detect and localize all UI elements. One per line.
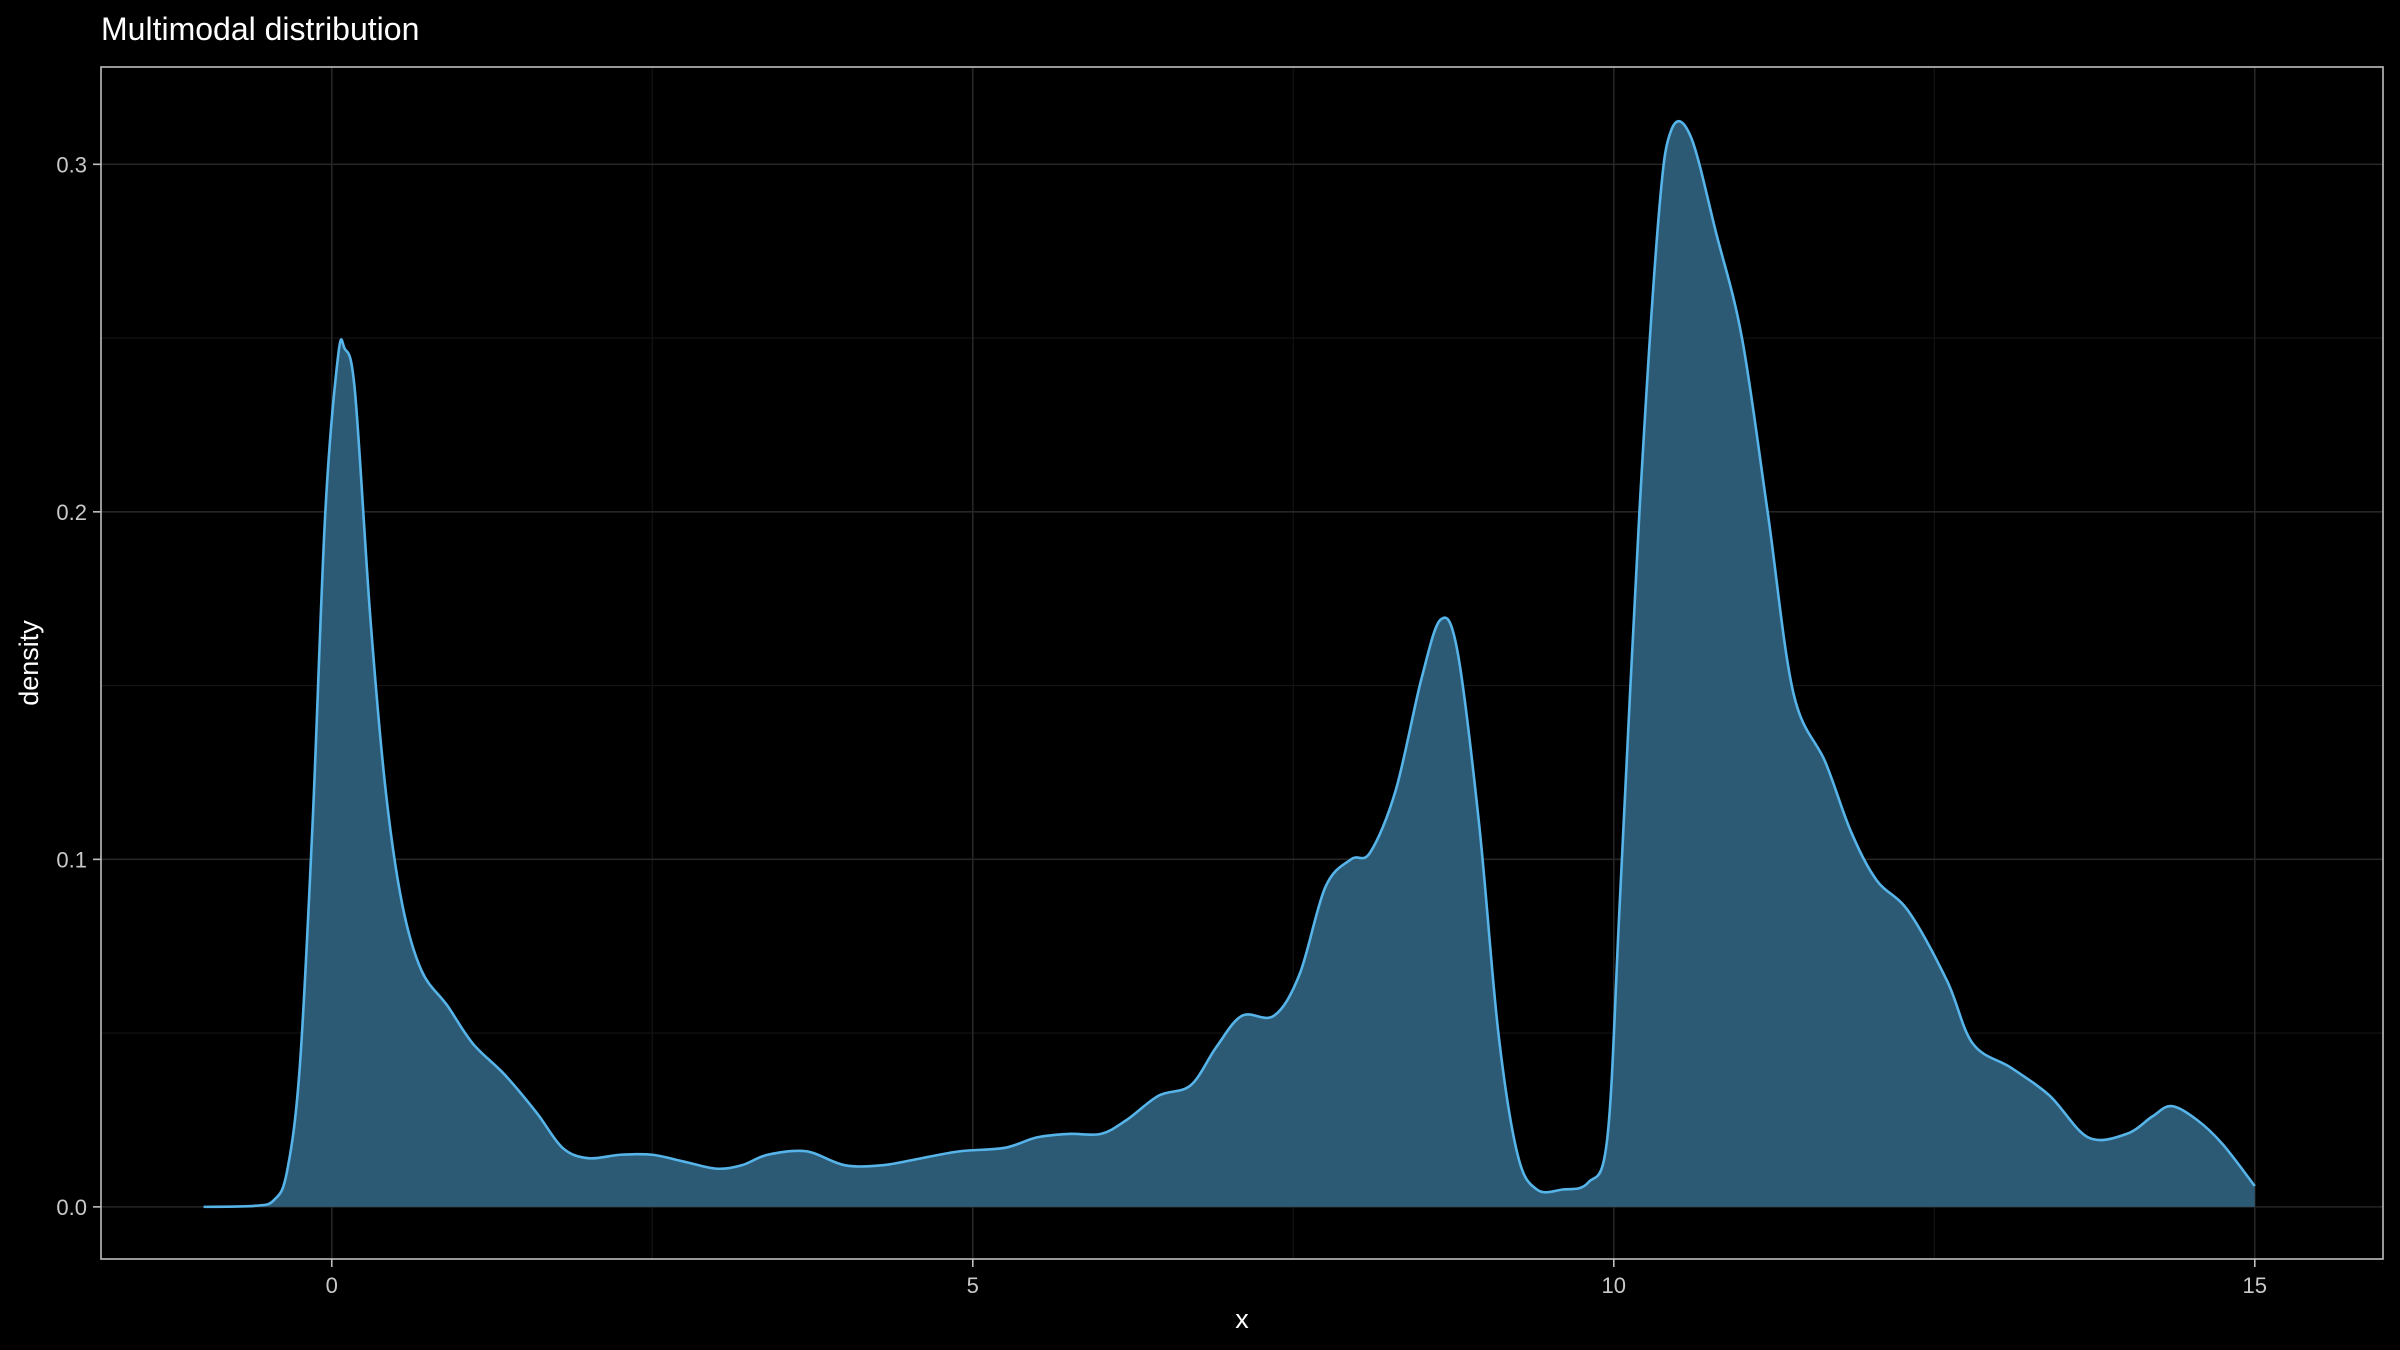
density-curve-line (203, 120, 2256, 1209)
y-axis-title: density (14, 620, 44, 706)
x-axis-title: x (1235, 1304, 1249, 1334)
density-area-fill (203, 121, 2255, 1207)
chart-title: Multimodal distribution (101, 11, 419, 47)
y-tick-label: 0.3 (56, 152, 87, 177)
axes: 0 5 10 15 0.0 0.1 0.2 0.3 (56, 152, 2267, 1298)
grid (101, 67, 2383, 1259)
x-tick-label: 15 (2243, 1273, 2267, 1298)
y-tick-label: 0.2 (56, 500, 87, 525)
y-tick-label: 0.1 (56, 847, 87, 872)
x-tick-label: 0 (326, 1273, 338, 1298)
x-tick-label: 5 (967, 1273, 979, 1298)
plot-panel-border (100, 66, 2384, 1260)
x-tick-label: 10 (1602, 1273, 1626, 1298)
y-tick-label: 0.0 (56, 1195, 87, 1220)
density-series (203, 120, 2256, 1209)
